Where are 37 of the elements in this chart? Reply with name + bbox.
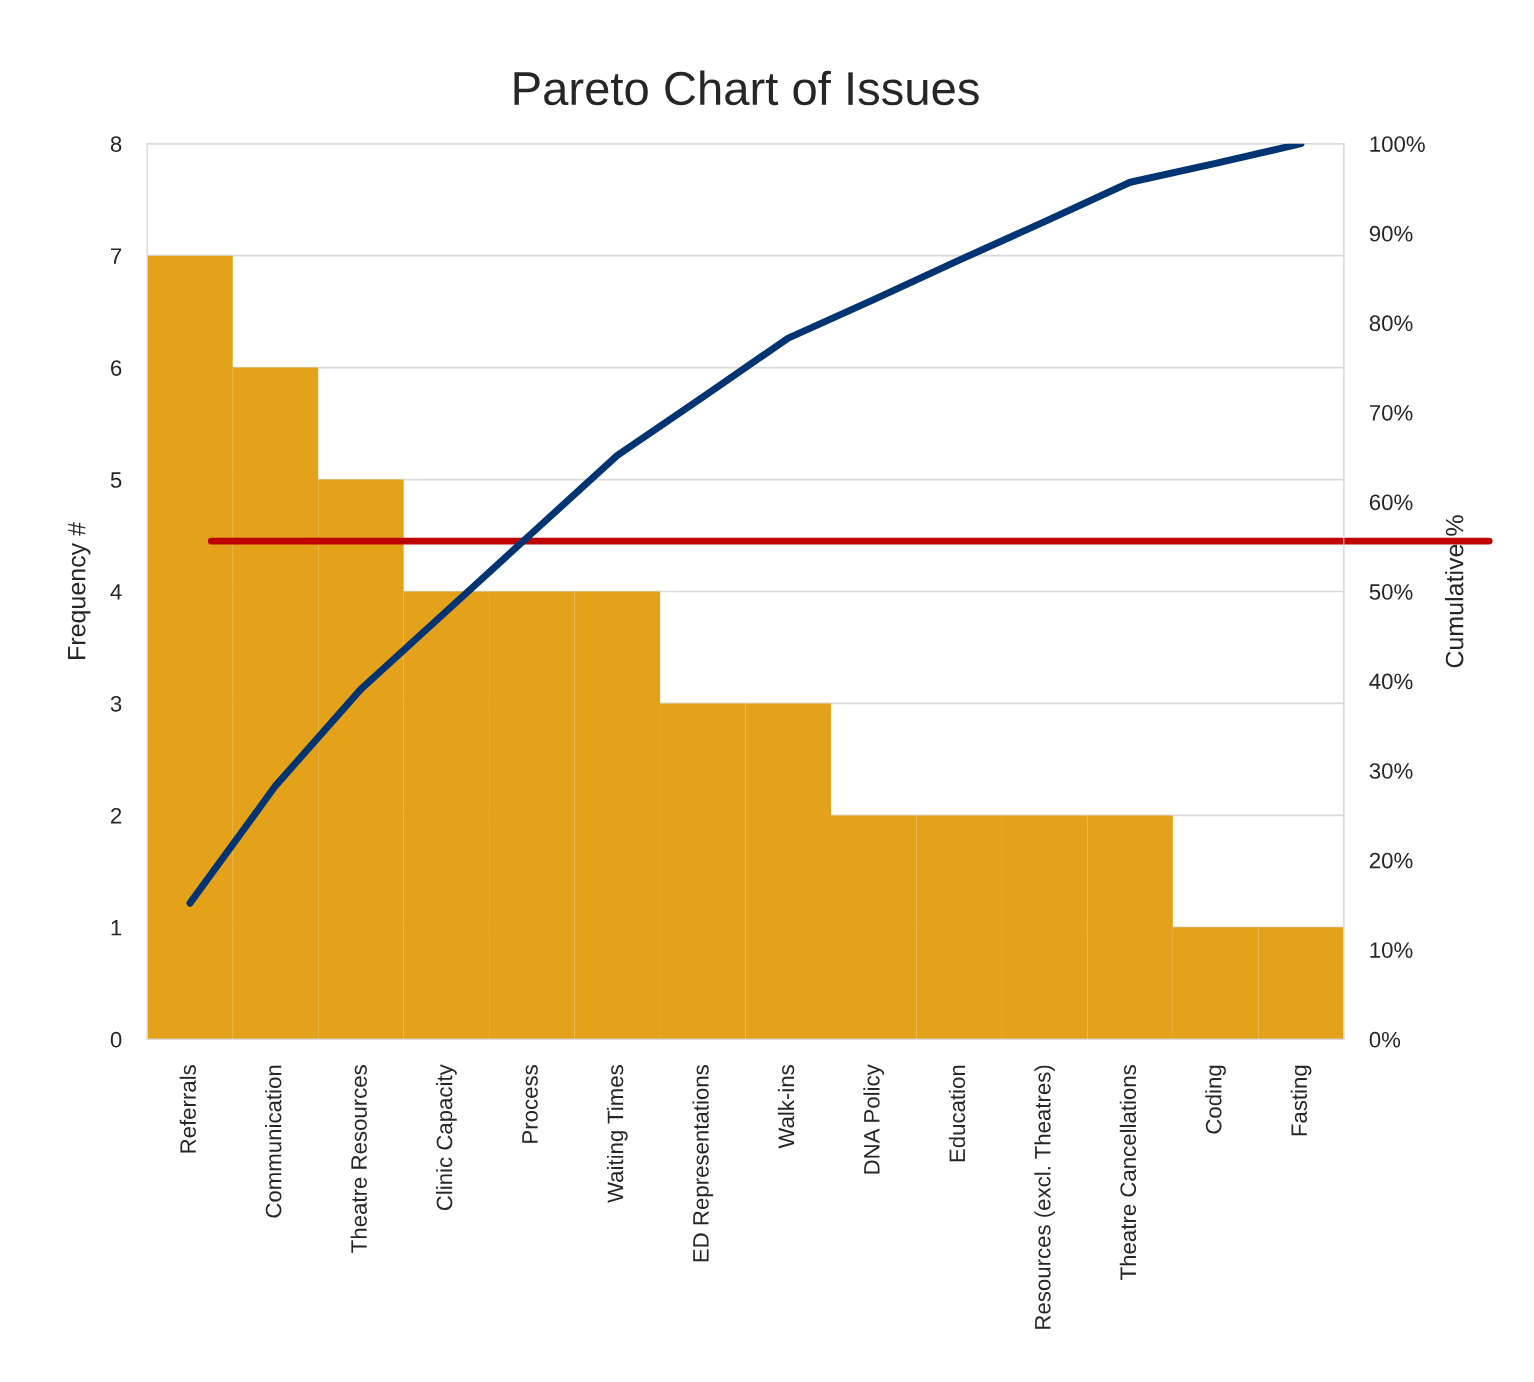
y2-tick-label: 20%: [1369, 852, 1413, 869]
x-tick-label: Coding: [1205, 1065, 1226, 1134]
x-tick-label: Theatre Resources: [350, 1065, 367, 1253]
y-tick-label: 8: [110, 136, 122, 152]
x-tick-label: Walk-ins: [777, 1065, 795, 1149]
x-tick-label: Waiting Times: [606, 1065, 628, 1203]
y-axis-title: Frequency #: [68, 522, 91, 659]
x-tick-label: Clinic Capacity: [436, 1064, 457, 1211]
y-tick-label: 6: [111, 360, 122, 376]
y-tick-label: 0: [110, 1031, 122, 1048]
x-tick-label: ED Representations: [692, 1065, 714, 1262]
y2-tick-label: 30%: [1369, 763, 1413, 779]
y2-tick-label: 80%: [1369, 315, 1413, 332]
y2-tick-label: 40%: [1369, 673, 1413, 690]
y2-tick-label: 0%: [1369, 1031, 1401, 1048]
y-tick-label: 2: [111, 807, 122, 824]
y2-tick-label: 10%: [1370, 942, 1413, 958]
y2-tick-label: 90%: [1369, 225, 1413, 242]
y-tick-label: 3: [110, 695, 122, 712]
y-tick-label: 5: [110, 472, 122, 488]
x-tick-label: DNA Policy: [863, 1064, 885, 1174]
x-tick-label: Resources (excl. Theatres): [1034, 1065, 1055, 1329]
x-tick-label: Communication: [265, 1065, 282, 1218]
x-tick-label: Theatre Cancellations: [1119, 1065, 1137, 1280]
y2-tick-label: 60%: [1369, 494, 1413, 511]
x-tick-label: Referrals: [179, 1065, 196, 1153]
y2-tick-label: 50%: [1369, 584, 1413, 600]
x-tick-label: Education: [948, 1065, 966, 1162]
x-tick-label: Fasting: [1290, 1065, 1312, 1136]
x-tick-label: Process: [522, 1065, 538, 1143]
y2-axis-title: Cumulative %: [1445, 515, 1464, 668]
y2-tick-label: 70%: [1369, 404, 1413, 421]
y-tick-label: 1: [111, 920, 122, 936]
y2-tick-label: 100%: [1370, 136, 1425, 152]
chart-title: Pareto Chart of Issues: [514, 70, 979, 106]
y-tick-label: 7: [111, 248, 122, 264]
y-tick-label: 4: [110, 584, 122, 600]
